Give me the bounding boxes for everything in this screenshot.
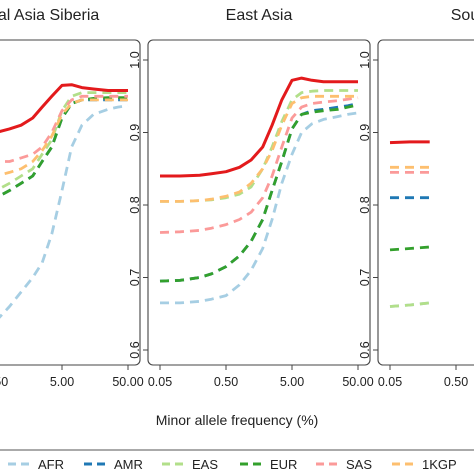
series-line-afr — [0, 104, 129, 319]
series-line-eas — [0, 91, 128, 190]
panel-title: East Asia — [226, 7, 293, 24]
x-axis-title: Minor allele frequency (%) — [156, 412, 319, 428]
legend: AFR AMR EAS EUR SAS 1KGP — [8, 457, 457, 472]
y-tick-label: 0.8 — [358, 196, 372, 213]
series-line-1kgp — [0, 98, 128, 177]
series-line-eur — [159, 103, 359, 283]
x-tick-label: 50.00 — [112, 375, 143, 389]
panel-0: Central Asia Siberia0.60.70.80.91.00.050… — [0, 7, 144, 389]
x-tick-label: 5.00 — [50, 375, 74, 389]
y-tick-label: 1.0 — [358, 51, 372, 68]
x-tick-label: 0.05 — [148, 375, 172, 389]
legend-item-sas: SAS — [316, 457, 372, 472]
y-tick-label: 0.6 — [358, 341, 372, 358]
panel-2: South Asia0.60.70.80.91.00.050.505.0050.… — [358, 7, 474, 389]
y-tick-label: 0.6 — [128, 341, 142, 358]
panel-title: Central Asia Siberia — [0, 7, 99, 24]
panel-frame — [147, 39, 371, 366]
panel-title: South Asia — [451, 7, 474, 24]
y-tick-label: 0.7 — [358, 269, 372, 286]
legend-label: AFR — [38, 457, 64, 472]
y-tick-label: 0.9 — [128, 124, 142, 141]
legend-item-afr: AFR — [8, 457, 64, 472]
series-line-all — [389, 140, 430, 145]
x-tick-label: 0.50 — [0, 375, 8, 389]
legend-label: EUR — [270, 457, 297, 472]
series-line-eur — [0, 96, 128, 198]
series-line-1kgp — [160, 94, 358, 203]
x-tick-label: 0.05 — [378, 375, 402, 389]
series-line-sas — [159, 96, 359, 234]
series-line-amr — [0, 98, 128, 198]
series-line-all — [0, 83, 128, 133]
y-tick-label: 0.7 — [128, 269, 142, 286]
series-line-afr — [160, 111, 359, 305]
legend-label: 1KGP — [422, 457, 457, 472]
panel-1: East Asia 0.6 0.7 0.8 0.9 1.0 0.05 0.50 5.00 50.0… — [128, 7, 374, 389]
legend-label: SAS — [346, 457, 372, 472]
panel-frame — [0, 39, 141, 366]
x-tick-label: 50.00 — [342, 375, 373, 389]
panel-frame — [377, 39, 474, 366]
series-group — [389, 140, 430, 308]
legend-label: AMR — [114, 457, 143, 472]
y-tick-label: 0.8 — [128, 196, 142, 213]
x-tick-label: 0.50 — [444, 375, 468, 389]
legend-item-eur: EUR — [240, 457, 297, 472]
series-line-all — [160, 76, 358, 178]
series-line-sas — [0, 94, 128, 163]
legend-item-1kgp: 1KGP — [392, 457, 457, 472]
x-tick-label: 5.00 — [280, 375, 304, 389]
series-line-eas — [160, 89, 358, 203]
legend-label: EAS — [192, 457, 218, 472]
x-tick-label: 0.50 — [214, 375, 238, 389]
y-tick-label: 1.0 — [128, 51, 142, 68]
y-tick-label: 0.9 — [358, 124, 372, 141]
legend-item-amr: AMR — [84, 457, 143, 472]
legend-item-eas: EAS — [162, 457, 218, 472]
series-line-eas — [389, 301, 430, 308]
series-line-eur — [389, 245, 430, 252]
series-group — [159, 76, 359, 305]
series-group — [0, 83, 129, 319]
